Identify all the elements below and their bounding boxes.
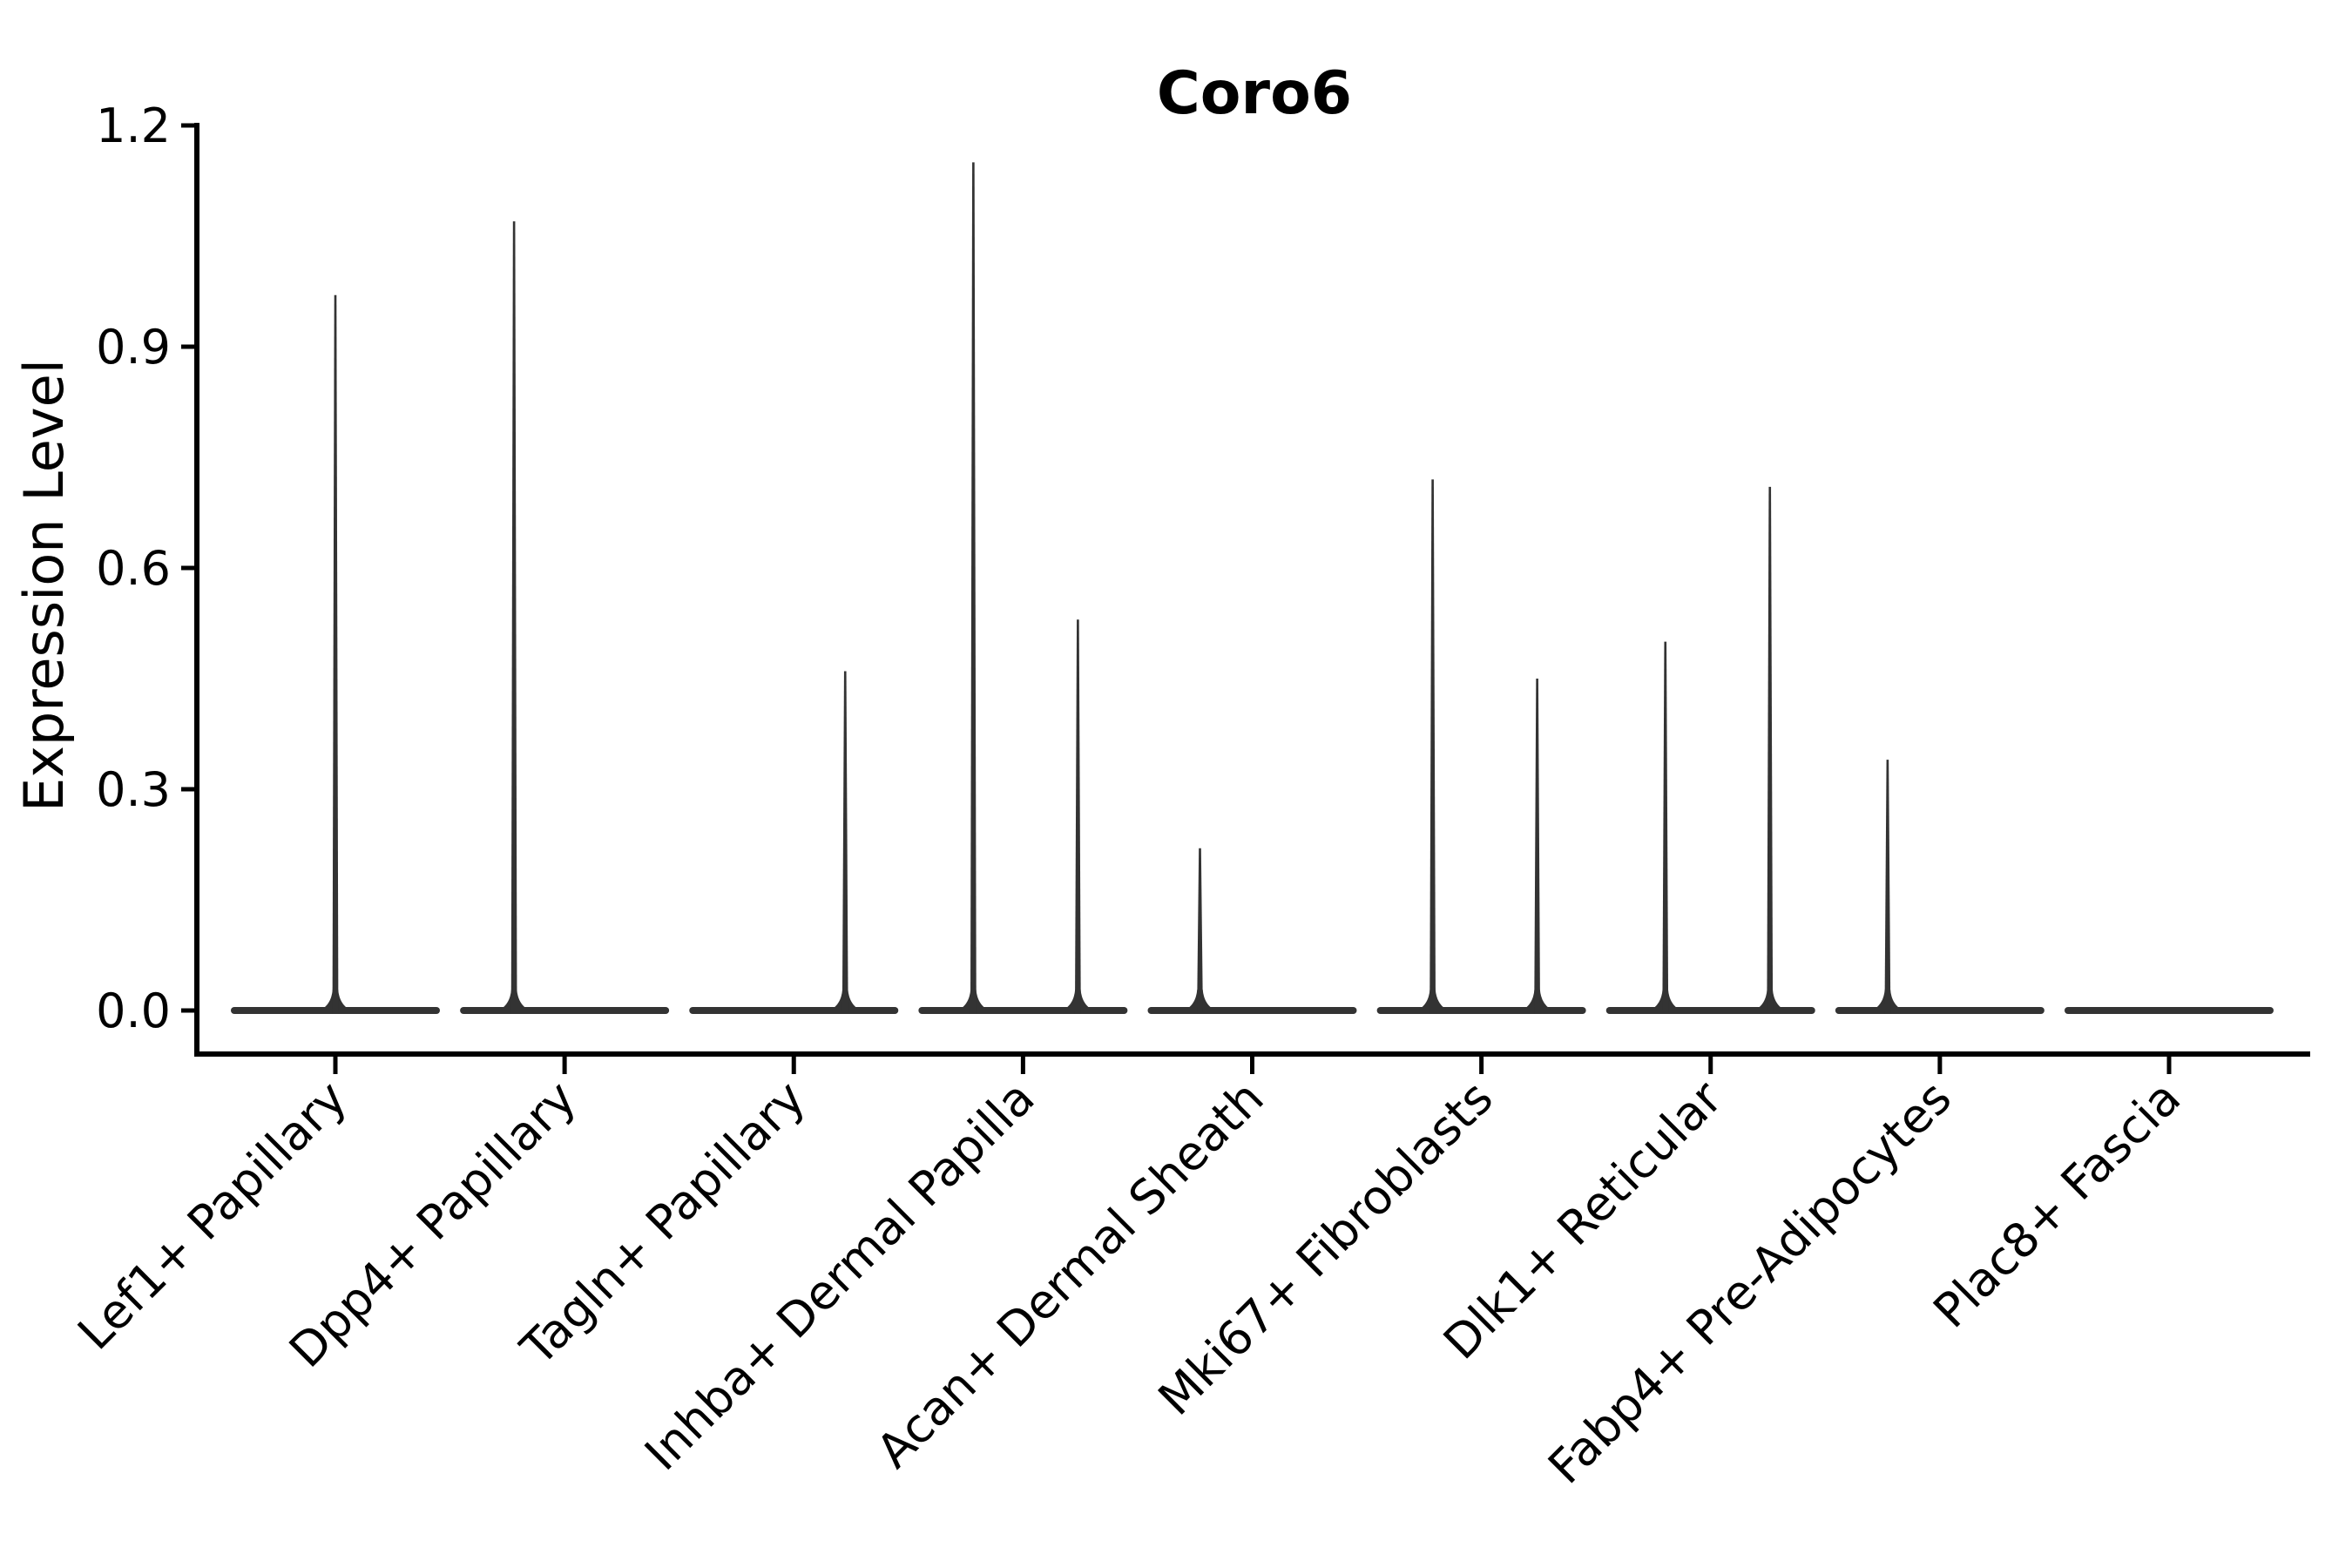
- violin-baseline: [1605, 1007, 1815, 1014]
- y-axis-label: Expression Level: [12, 359, 76, 812]
- violins: [231, 162, 2274, 1014]
- y-axis-ticks: [181, 123, 197, 1013]
- y-tick-label: 0.6: [96, 541, 171, 596]
- y-tick-label: 0.9: [96, 320, 171, 375]
- violin-baseline: [2065, 1007, 2274, 1014]
- chart-title: Coro6: [1157, 59, 1352, 128]
- violin-spike: [1197, 848, 1203, 1013]
- violin-spike: [332, 294, 339, 1013]
- violin-spike: [1534, 679, 1541, 1013]
- y-tick-label: 0.0: [96, 983, 171, 1038]
- x-category-label: Acan+ Dermal Sheath: [866, 1071, 1274, 1478]
- violin-spike: [1429, 479, 1436, 1013]
- violin-baseline: [1376, 1007, 1586, 1014]
- violin-spike: [970, 162, 977, 1014]
- violin-spike: [1074, 619, 1081, 1013]
- violin-baseline: [689, 1007, 899, 1014]
- violin-baseline: [918, 1007, 1128, 1014]
- violin-baseline: [460, 1007, 670, 1014]
- violin-spike: [1767, 486, 1774, 1013]
- y-tick-label: 0.3: [96, 762, 171, 817]
- y-axis-tick-labels: 0.0 0.3 0.6 0.9 1.2: [96, 98, 171, 1038]
- violin-spike: [1662, 641, 1669, 1013]
- x-category-label: Fabp4+ Pre-Adipocytes: [1538, 1071, 1962, 1495]
- violin-baseline: [1147, 1007, 1357, 1014]
- violin-spike: [1884, 760, 1891, 1013]
- violin-spike: [510, 221, 517, 1014]
- x-category-label: Plac8+ Fascia: [1923, 1071, 2191, 1339]
- violin-spike: [841, 671, 848, 1013]
- x-category-label: Inhba+ Dermal Papilla: [634, 1071, 1044, 1481]
- y-tick-label: 1.2: [96, 98, 171, 153]
- x-axis-ticks: [333, 1054, 2172, 1074]
- violin-baseline: [1835, 1007, 2044, 1014]
